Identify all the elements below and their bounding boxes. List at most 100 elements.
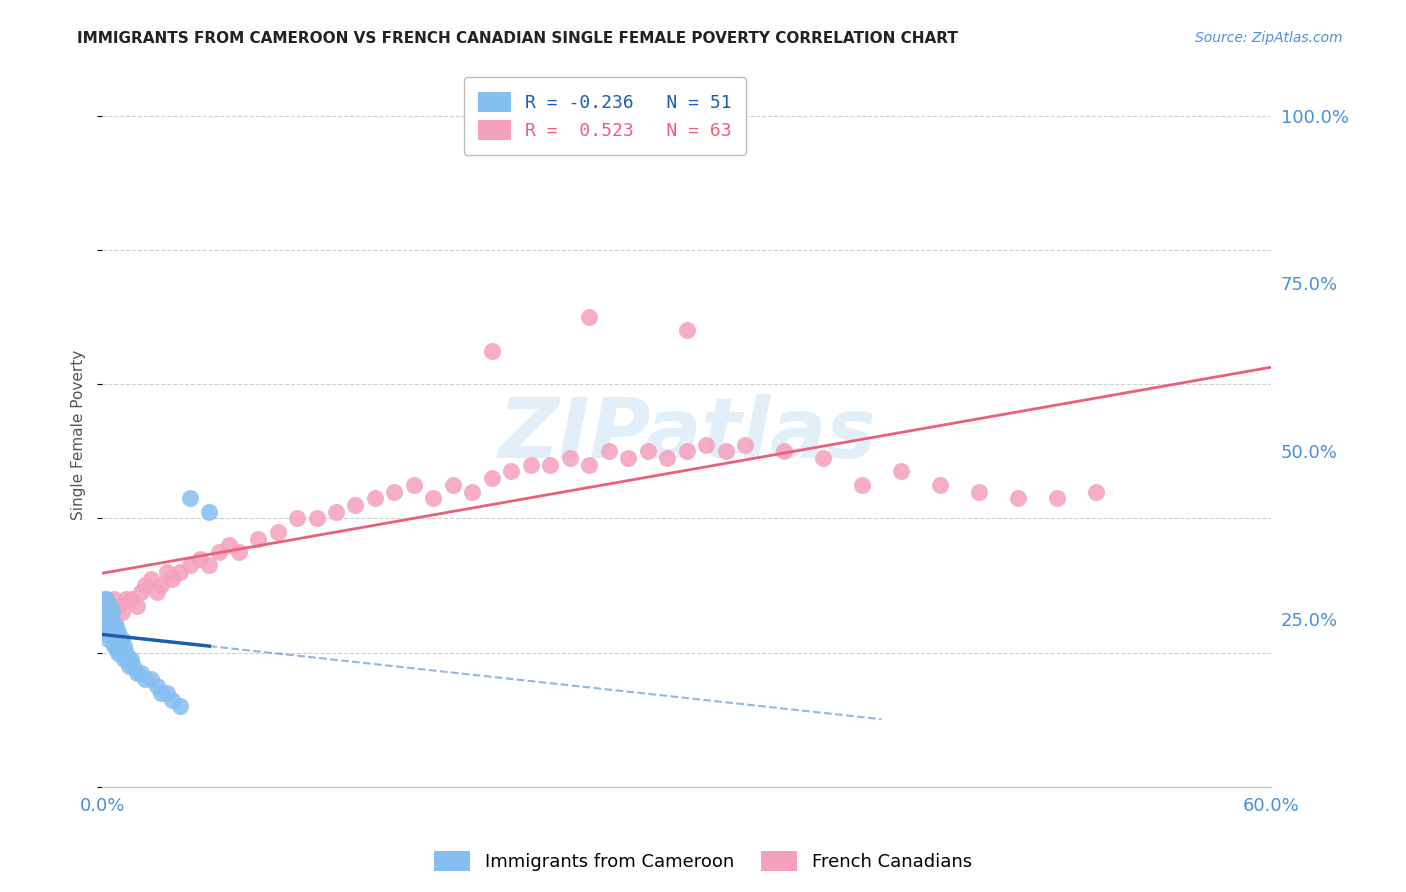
Point — [657, 450, 679, 465]
Text: Source: ZipAtlas.com: Source: ZipAtlas.com — [1195, 31, 1343, 45]
Point — [101, 619, 124, 633]
Point — [103, 591, 125, 606]
Point — [402, 478, 425, 492]
Point — [714, 444, 737, 458]
Text: IMMIGRANTS FROM CAMEROON VS FRENCH CANADIAN SINGLE FEMALE POVERTY CORRELATION CH: IMMIGRANTS FROM CAMEROON VS FRENCH CANAD… — [77, 31, 959, 46]
Text: ZIPatlas: ZIPatlas — [498, 394, 876, 475]
Point — [139, 673, 162, 687]
Point — [117, 652, 139, 666]
Point — [98, 625, 121, 640]
Point — [98, 599, 121, 613]
Point — [929, 478, 952, 492]
Point — [162, 692, 184, 706]
Point — [384, 484, 406, 499]
Legend: Immigrants from Cameroon, French Canadians: Immigrants from Cameroon, French Canadia… — [427, 844, 979, 879]
Point — [305, 511, 328, 525]
Point — [103, 625, 125, 640]
Point — [1046, 491, 1069, 506]
Point — [97, 605, 120, 619]
Point — [93, 599, 115, 613]
Point — [94, 591, 117, 606]
Point — [617, 450, 640, 465]
Point — [149, 578, 172, 592]
Point — [890, 464, 912, 478]
Point — [97, 612, 120, 626]
Point — [247, 532, 270, 546]
Point — [107, 599, 129, 613]
Point — [112, 639, 135, 653]
Point — [112, 652, 135, 666]
Point — [101, 612, 124, 626]
Point — [364, 491, 387, 506]
Point — [481, 343, 503, 358]
Point — [94, 605, 117, 619]
Point — [129, 585, 152, 599]
Point — [93, 619, 115, 633]
Point — [538, 458, 561, 472]
Point — [162, 572, 184, 586]
Point — [111, 605, 134, 619]
Point — [94, 625, 117, 640]
Point — [98, 612, 121, 626]
Point — [441, 478, 464, 492]
Point — [97, 619, 120, 633]
Point — [598, 444, 620, 458]
Point — [107, 625, 129, 640]
Point — [97, 605, 120, 619]
Point — [228, 545, 250, 559]
Point — [811, 450, 834, 465]
Point — [127, 599, 149, 613]
Point — [104, 619, 127, 633]
Point — [218, 538, 240, 552]
Point — [93, 605, 115, 619]
Point — [114, 646, 136, 660]
Point — [695, 437, 717, 451]
Point — [101, 632, 124, 647]
Point — [773, 444, 796, 458]
Point — [139, 572, 162, 586]
Point — [134, 578, 156, 592]
Point — [266, 524, 288, 539]
Point — [461, 484, 484, 499]
Point — [208, 545, 231, 559]
Point — [520, 458, 543, 472]
Point — [127, 665, 149, 680]
Point — [325, 505, 347, 519]
Point — [734, 437, 756, 451]
Point — [134, 673, 156, 687]
Point — [1084, 484, 1107, 499]
Point — [108, 632, 131, 647]
Point — [103, 639, 125, 653]
Point — [198, 505, 221, 519]
Point — [111, 632, 134, 647]
Point — [1007, 491, 1029, 506]
Point — [97, 632, 120, 647]
Point — [578, 458, 600, 472]
Point — [501, 464, 523, 478]
Point — [558, 450, 581, 465]
Point — [101, 605, 124, 619]
Point — [120, 591, 142, 606]
Point — [285, 511, 308, 525]
Point — [118, 659, 141, 673]
Point — [675, 444, 697, 458]
Point — [188, 551, 211, 566]
Point — [98, 599, 121, 613]
Point — [149, 686, 172, 700]
Point — [179, 491, 201, 506]
Point — [155, 686, 177, 700]
Legend: R = -0.236   N = 51, R =  0.523   N = 63: R = -0.236 N = 51, R = 0.523 N = 63 — [464, 77, 747, 155]
Point — [103, 619, 125, 633]
Point — [94, 612, 117, 626]
Point — [578, 310, 600, 324]
Point — [104, 632, 127, 647]
Point — [155, 565, 177, 579]
Y-axis label: Single Female Poverty: Single Female Poverty — [72, 350, 86, 520]
Point — [967, 484, 990, 499]
Point — [637, 444, 659, 458]
Point — [198, 558, 221, 573]
Point — [169, 565, 191, 579]
Point — [101, 625, 124, 640]
Point — [129, 665, 152, 680]
Point — [422, 491, 444, 506]
